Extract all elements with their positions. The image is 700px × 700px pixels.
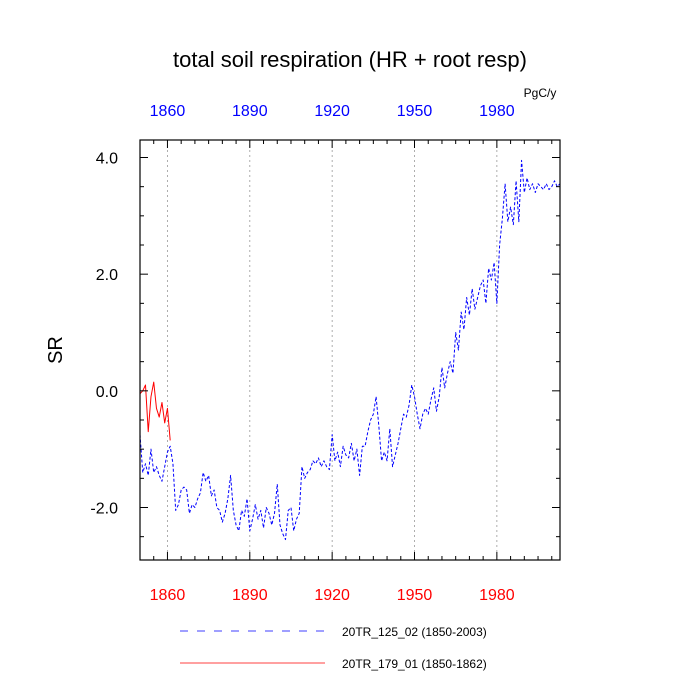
x-tick-label-top: 1890	[232, 103, 268, 120]
x-tick-label-bottom: 1950	[397, 587, 433, 604]
y-tick-label: 4.0	[96, 151, 118, 168]
chart-title: total soil respiration (HR + root resp)	[173, 47, 527, 72]
y-tick-label: -2.0	[90, 501, 118, 518]
series-layer	[139, 159, 561, 541]
legend-label-1: 20TR_125_02 (1850-2003)	[342, 625, 487, 639]
x-tick-label-top: 1920	[314, 103, 350, 120]
x-tick-label-bottom: 1890	[232, 587, 268, 604]
series-line-1	[139, 159, 561, 541]
series-line-2	[139, 381, 171, 441]
y-tick-label: 2.0	[96, 267, 118, 284]
tick-labels: 1860 1860 1890 1890 1920 1920 1950 1950 1980 1980…	[90, 103, 514, 604]
legend-label-2: 20TR_179_01 (1850-1862)	[342, 657, 487, 671]
units-label: PgC/y	[524, 86, 557, 100]
x-tick-label-top: 1950	[397, 103, 433, 120]
x-tick-label-top: 1860	[150, 103, 186, 120]
x-tick-label-bottom: 1980	[479, 587, 515, 604]
x-tick-label-top: 1980	[479, 103, 515, 120]
y-axis-label: SR	[45, 336, 67, 364]
y-tick-label: 0.0	[96, 384, 118, 401]
x-tick-label-bottom: 1860	[150, 587, 186, 604]
axis-ticks	[139, 140, 560, 560]
grid-lines	[167, 140, 498, 560]
x-tick-label-bottom: 1920	[314, 587, 350, 604]
legend: 20TR_125_02 (1850-2003) 20TR_179_01 (1850…	[180, 625, 487, 671]
plot-frame	[139, 139, 561, 561]
